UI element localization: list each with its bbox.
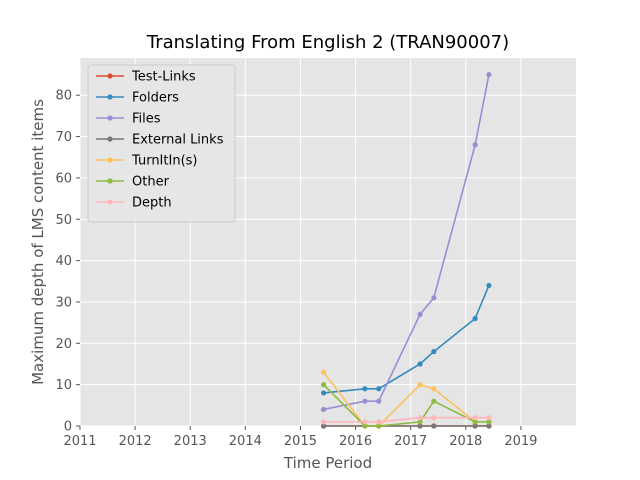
- data-point-depth: [320, 419, 327, 425]
- data-point-depth: [486, 415, 492, 421]
- data-point-folders: [417, 361, 423, 367]
- x-tick-label: 2014: [229, 434, 262, 449]
- legend-item-depth: Depth: [96, 196, 172, 211]
- x-tick-label: 2011: [63, 434, 96, 449]
- data-point-other: [376, 423, 382, 429]
- y-tick-label: 70: [55, 130, 72, 145]
- legend-marker: [107, 94, 113, 100]
- data-point-files: [472, 142, 478, 148]
- series-depth: [320, 415, 492, 425]
- legend-box: [87, 64, 236, 223]
- x-tick-label: 2012: [119, 434, 152, 449]
- legend-item-files: Files: [96, 112, 161, 127]
- y-tick-label: 40: [55, 254, 72, 269]
- y-tick-label: 30: [55, 295, 72, 310]
- data-point-other: [472, 419, 478, 425]
- legend-label: Depth: [132, 196, 172, 211]
- series-layer: [320, 71, 492, 429]
- data-point-folders: [376, 386, 382, 392]
- data-point-turnitin-s: [320, 369, 327, 375]
- y-tick-label: 50: [55, 213, 72, 228]
- data-point-other: [417, 419, 423, 425]
- data-point-other: [362, 423, 368, 429]
- data-point-folders: [472, 315, 478, 322]
- series-files: [320, 71, 492, 413]
- y-axis-label: Maximum depth of LMS content items: [29, 99, 47, 385]
- legend-label: External Links: [132, 133, 224, 148]
- y-tick-label: 0: [64, 420, 72, 435]
- x-tick-label: 2016: [339, 434, 372, 449]
- data-point-external-links: [486, 423, 492, 429]
- legend-marker: [107, 136, 113, 142]
- legend-marker: [107, 115, 113, 121]
- data-point-turnitin-s: [431, 386, 437, 392]
- x-axis-label: Time Period: [283, 454, 372, 472]
- x-tick-label: 2019: [504, 434, 537, 449]
- y-tick-label: 60: [55, 171, 72, 186]
- data-point-depth: [376, 419, 382, 425]
- axis-ticks: 2011 2012 2013 2014 2015 2016 2017 2018 2019 0 10 2…: [55, 89, 537, 449]
- legend-item-other: Other: [96, 175, 170, 190]
- data-point-external-links: [472, 423, 478, 429]
- y-tick-label: 20: [55, 337, 72, 352]
- legend-label: Other: [132, 175, 170, 190]
- data-point-depth: [417, 415, 423, 421]
- legend-item-folders: Folders: [96, 91, 179, 106]
- legend-label: TurnItIn(s): [131, 154, 197, 169]
- legend-item-test-links: Test-Links: [96, 70, 196, 85]
- data-point-depth: [431, 415, 437, 421]
- data-point-external-links: [431, 423, 437, 429]
- data-point-folders: [431, 348, 437, 355]
- data-point-other: [431, 398, 437, 404]
- data-point-turnitin-s: [417, 382, 423, 388]
- legend-marker: [107, 157, 113, 163]
- data-point-files: [431, 295, 437, 301]
- legend: Test-Links Folders Files External Links Turn…: [87, 64, 236, 223]
- legend-marker: [107, 199, 113, 205]
- series-other: [320, 382, 492, 429]
- legend-label: Files: [132, 112, 161, 127]
- data-point-other: [486, 419, 492, 425]
- data-point-folders: [362, 386, 368, 392]
- x-tick-label: 2013: [174, 434, 207, 449]
- legend-label: Folders: [132, 91, 179, 106]
- data-point-files: [376, 398, 382, 404]
- legend-marker: [107, 73, 113, 79]
- x-tick-label: 2018: [449, 434, 482, 449]
- x-tick-label: 2015: [284, 434, 317, 449]
- data-point-files: [486, 71, 492, 78]
- y-tick-label: 80: [55, 89, 72, 104]
- chart-title: Translating From English 2 (TRAN90007): [146, 32, 509, 53]
- data-point-other: [320, 382, 327, 388]
- data-point-folders: [320, 390, 327, 396]
- data-point-files: [417, 311, 423, 317]
- y-tick-label: 10: [55, 378, 72, 393]
- data-point-external-links: [320, 423, 327, 429]
- legend-label: Test-Links: [131, 70, 196, 85]
- legend-item-external-links: External Links: [96, 133, 224, 148]
- data-point-depth: [472, 415, 478, 421]
- data-point-depth: [362, 419, 368, 425]
- series-folders: [320, 282, 492, 396]
- x-tick-label: 2017: [394, 434, 427, 449]
- data-point-folders: [486, 282, 492, 289]
- legend-marker: [107, 178, 113, 184]
- data-point-external-links: [417, 423, 423, 429]
- data-point-files: [362, 398, 368, 404]
- data-point-files: [320, 406, 327, 413]
- legend-item-turnitin-s: TurnItIn(s): [96, 154, 197, 169]
